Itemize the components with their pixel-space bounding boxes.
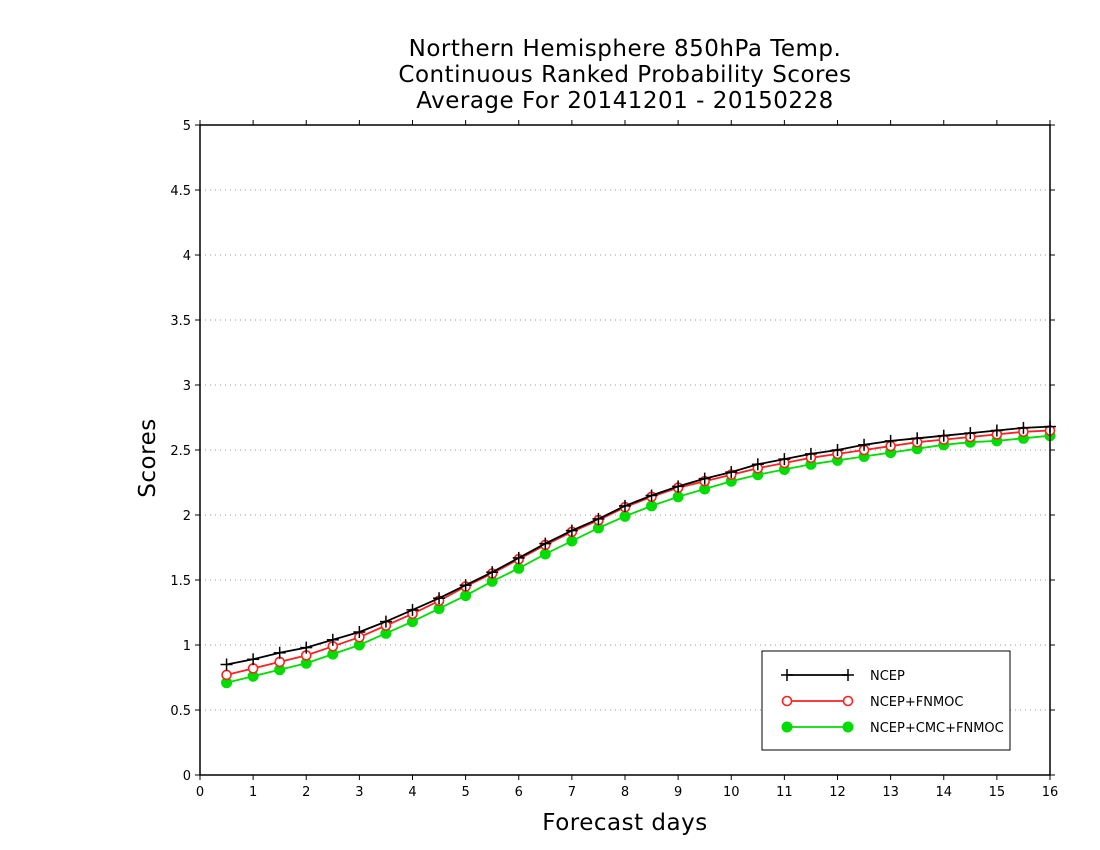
- legend-label: NCEP+FNMOC: [870, 695, 963, 710]
- legend: NCEP NCEP+FNMOC NCEP+CMC+FNMOC: [761, 650, 1011, 751]
- y-axis-label: Scores: [135, 418, 161, 498]
- data-point: [566, 535, 578, 547]
- data-point: [512, 551, 525, 564]
- y-tick-label: 4.5: [170, 184, 191, 199]
- legend-marker-left: [781, 721, 793, 733]
- data-point: [751, 458, 764, 471]
- data-point: [539, 548, 551, 560]
- x-tick-label: 1: [249, 785, 257, 800]
- x-tick-label: 7: [568, 785, 576, 800]
- legend-label: NCEP: [870, 669, 905, 684]
- data-point: [486, 566, 499, 579]
- x-tick-label: 15: [989, 785, 1006, 800]
- data-point: [964, 427, 977, 440]
- data-point: [619, 510, 631, 522]
- x-tick-label: 4: [408, 785, 416, 800]
- data-point: [831, 444, 844, 456]
- x-tick-label: 2: [302, 785, 310, 800]
- chart-title-line-2: Continuous Ranked Probability Scores: [398, 62, 852, 88]
- data-point: [725, 466, 738, 479]
- data-point: [273, 646, 286, 659]
- data-point: [379, 615, 392, 628]
- x-axis-ticks: 0 1 2 3 4 5 6 7 8 9 10 11 12 13 14 15 16: [196, 120, 1058, 800]
- x-tick-label: 6: [515, 785, 523, 800]
- data-point: [460, 590, 472, 602]
- x-tick-label: 5: [461, 785, 469, 800]
- y-tick-label: 2.5: [170, 444, 191, 459]
- x-tick-label: 9: [674, 785, 682, 800]
- data-point: [406, 603, 419, 616]
- data-point: [778, 453, 791, 466]
- x-tick-label: 3: [355, 785, 363, 800]
- chart-title-line-1: Northern Hemisphere 850hPa Temp.: [408, 36, 842, 62]
- data-point: [326, 633, 339, 646]
- data-point: [645, 489, 658, 502]
- data-point: [884, 434, 897, 447]
- data-point: [1017, 421, 1030, 434]
- data-point: [990, 424, 1003, 437]
- data-point: [592, 512, 605, 525]
- legend-marker-right: [842, 695, 854, 707]
- data-point: [858, 438, 871, 451]
- y-tick-label: 3.5: [170, 314, 191, 329]
- data-point: [433, 592, 446, 605]
- data-point: [459, 579, 472, 592]
- y-tick-label: 0: [183, 769, 191, 784]
- series-ncep-cmc-fnmoc: [221, 430, 1056, 689]
- y-tick-label: 3: [183, 379, 191, 394]
- y-tick-label: 1: [183, 639, 191, 654]
- x-tick-label: 0: [196, 785, 204, 800]
- data-point: [619, 499, 631, 512]
- data-point: [247, 653, 260, 666]
- data-point: [672, 491, 684, 503]
- data-point: [353, 626, 366, 638]
- y-axis-ticks: 0 0.5 1 1.5 2 2.5 3 3.5 4 4.5 5: [170, 119, 1055, 784]
- y-tick-label: 4: [183, 249, 191, 264]
- series-line: [226, 425, 1051, 666]
- data-point: [804, 447, 817, 460]
- legend-item: NCEP: [781, 669, 905, 684]
- data-point: [539, 537, 552, 550]
- data-point: [911, 432, 924, 445]
- x-tick-label: 13: [882, 785, 899, 800]
- data-point: [300, 641, 313, 654]
- x-tick-label: 8: [621, 785, 629, 800]
- legend-item: NCEP+CMC+FNMOC: [781, 721, 1004, 736]
- series-ncep-fnmoc: [221, 425, 1056, 681]
- y-tick-label: 2: [183, 509, 191, 524]
- legend-marker-left: [781, 695, 793, 707]
- y-tick-label: 0.5: [170, 704, 191, 719]
- y-tick-label: 5: [183, 119, 191, 134]
- x-tick-label: 14: [935, 785, 952, 800]
- chart-title-line-3: Average For 20141201 - 20150228: [416, 88, 834, 114]
- data-point: [937, 429, 950, 442]
- x-tick-label: 16: [1042, 785, 1059, 800]
- data-point: [672, 480, 685, 493]
- data-point: [646, 500, 658, 512]
- data-point: [221, 669, 232, 681]
- legend-marker-right: [842, 669, 854, 681]
- legend-label: NCEP+CMC+FNMOC: [870, 721, 1004, 736]
- data-point: [698, 472, 711, 485]
- series-layer: [220, 420, 1056, 689]
- x-tick-label: 11: [776, 785, 793, 800]
- y-tick-label: 1.5: [170, 574, 191, 589]
- x-tick-label: 10: [723, 785, 740, 800]
- series-ncep: [220, 420, 1056, 671]
- legend-item: NCEP+FNMOC: [781, 695, 963, 710]
- legend-marker-left: [781, 669, 793, 681]
- series-line: [226, 434, 1051, 684]
- x-tick-label: 12: [829, 785, 846, 800]
- series-line: [226, 429, 1051, 676]
- legend-marker-right: [842, 721, 854, 733]
- data-point: [565, 524, 578, 537]
- data-point: [513, 562, 525, 574]
- x-axis-label: Forecast days: [542, 810, 708, 836]
- data-point: [220, 658, 233, 671]
